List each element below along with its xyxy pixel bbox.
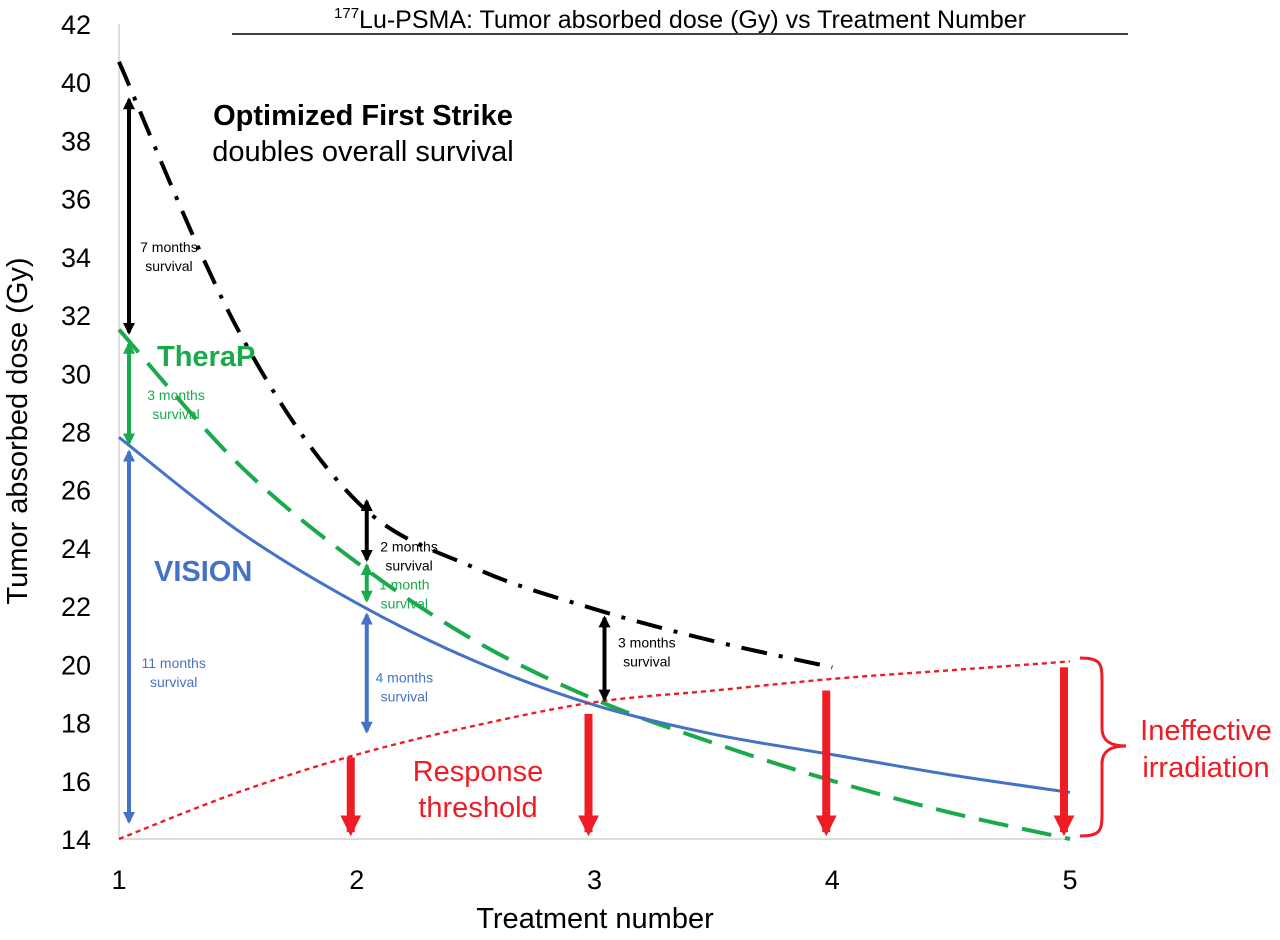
- y-tick-label: 16: [61, 767, 91, 797]
- survival-label: 2 months survival: [380, 539, 438, 574]
- response-threshold-line2: threshold: [418, 792, 537, 824]
- survival-label: 3 months survival: [618, 635, 676, 670]
- x-tick-label: 5: [1062, 865, 1077, 895]
- vision-label: VISION: [154, 556, 252, 588]
- series-line-threshold: [118, 660, 1071, 841]
- survival-label: 1 month survival: [379, 576, 430, 611]
- x-tick-label: 3: [587, 865, 602, 895]
- arrows-layer: 7 months survival 3 months survival 11 month…: [123, 97, 1075, 837]
- y-tick-label: 36: [61, 185, 91, 215]
- y-tick-label: 42: [61, 10, 91, 40]
- title-superscript: 177: [334, 5, 359, 22]
- survival-label: 7 months survival: [140, 239, 198, 274]
- survival-label: 4 months survival: [376, 670, 434, 705]
- y-tick-label: 38: [61, 126, 91, 156]
- x-axis-label: Treatment number: [476, 903, 714, 935]
- therap-label: TheraP: [157, 341, 255, 373]
- series-layer: [117, 60, 1071, 841]
- y-axis-label: Tumor absorbed dose (Gy): [2, 257, 34, 604]
- response-threshold-line1: Response: [413, 756, 544, 788]
- y-tick-label: 20: [61, 650, 91, 680]
- x-tick-label: 1: [111, 865, 126, 895]
- series-line-therap: [117, 328, 1071, 841]
- series-line-optimized: [117, 60, 833, 670]
- ineffective-irradiation-line2: irradiation: [1142, 752, 1269, 784]
- y-tick-label: 24: [61, 534, 91, 564]
- series-line-vision: [118, 436, 1071, 794]
- survival-label: 11 months survival: [142, 655, 206, 690]
- ineffective-brace: [1079, 656, 1127, 838]
- y-tick-label: 28: [61, 418, 91, 448]
- chart-title: 177Lu-PSMA: Tumor absorbed dose (Gy) vs …: [334, 5, 1026, 34]
- title-main: Lu-PSMA: Tumor absorbed dose (Gy) vs Tre…: [359, 6, 1026, 34]
- y-tick-label: 40: [61, 68, 91, 98]
- y-tick-label: 34: [61, 243, 91, 273]
- ineffective-irradiation-line1: Ineffective: [1140, 715, 1272, 747]
- y-tick-label: 18: [61, 709, 91, 739]
- y-tick-label: 22: [61, 592, 91, 622]
- y-tick-label: 30: [61, 359, 91, 389]
- y-tick-label: 26: [61, 476, 91, 506]
- y-tick-label: 32: [61, 301, 91, 331]
- y-tick-label: 14: [61, 825, 91, 855]
- optimized-first-strike-label: Optimized First Strike: [213, 100, 513, 132]
- survival-label: 3 months survival: [147, 387, 205, 422]
- optimized-subtitle: doubles overall survival: [212, 136, 513, 168]
- x-tick-label: 2: [349, 865, 364, 895]
- x-tick-label: 4: [825, 865, 840, 895]
